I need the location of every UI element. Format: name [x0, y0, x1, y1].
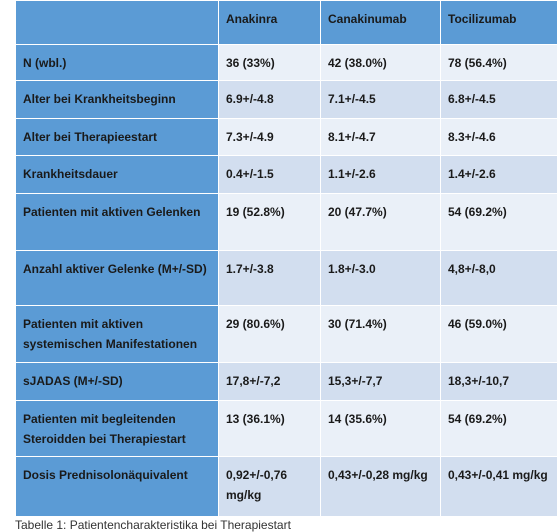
value-cell: 0,43+/-0,41 mg/kg [440, 456, 558, 517]
row-label: Dosis Prednisolonäquivalent [15, 456, 219, 517]
corner-cell [15, 0, 219, 45]
header-row: Anakinra Canakinumab Tocilizumab [15, 0, 558, 45]
value-cell: 1.8+/-3.0 [320, 250, 441, 306]
table-row: Alter bei Therapieestart 7.3+/-4.9 8.1+/-4… [15, 118, 558, 156]
table-row: N (wbl.) 36 (33%) 42 (38.0%) 78 (56.4%) [15, 44, 558, 81]
value-cell: 1.1+/-2.6 [320, 155, 441, 194]
row-label: Patienten mit begleitenden Steroidden be… [15, 400, 219, 457]
value-cell: 6.9+/-4.8 [218, 80, 321, 119]
value-cell: 6.8+/-4.5 [440, 80, 558, 119]
table-row: Patienten mit aktiven Gelenken 19 (52.8%)… [15, 193, 558, 251]
row-label: Alter bei Krankheitsbeginn [15, 80, 219, 119]
table-row: sJADAS (M+/-SD) 17,8+/-7,2 15,3+/-7,7 18,3+… [15, 362, 558, 401]
row-label: N (wbl.) [15, 44, 219, 81]
header-cell: Tocilizumab [440, 0, 558, 45]
value-cell: 14 (35.6%) [320, 400, 441, 457]
value-cell: 46 (59.0%) [440, 305, 558, 363]
table-row: Alter bei Krankheitsbeginn 6.9+/-4.8 7.1+/… [15, 80, 558, 119]
row-label: Krankheitsdauer [15, 155, 219, 194]
value-cell: 0,92+/-0,76 mg/kg [218, 456, 321, 517]
table-row: Anzahl aktiver Gelenke (M+/-SD) 1.7+/-3.8… [15, 250, 558, 306]
caption: Tabelle 1: Patientencharakteristika bei … [15, 518, 291, 532]
value-cell: 1.7+/-3.8 [218, 250, 321, 306]
header-cell: Canakinumab [320, 0, 441, 45]
value-cell: 15,3+/-7,7 [320, 362, 441, 401]
value-cell: 54 (69.2%) [440, 193, 558, 251]
value-cell: 36 (33%) [218, 44, 321, 81]
value-cell: 4,8+/-8,0 [440, 250, 558, 306]
value-cell: 7.3+/-4.9 [218, 118, 321, 156]
value-cell: 54 (69.2%) [440, 400, 558, 457]
value-cell: 8.1+/-4.7 [320, 118, 441, 156]
value-cell: 8.3+/-4.6 [440, 118, 558, 156]
value-cell: 78 (56.4%) [440, 44, 558, 81]
header-cell: Anakinra [218, 0, 321, 45]
data-table: Anakinra Canakinumab Tocilizumab N (wbl.) 3… [15, 0, 558, 517]
table-row: Krankheitsdauer 0.4+/-1.5 1.1+/-2.6 1.4+/-2… [15, 155, 558, 194]
row-label: sJADAS (M+/-SD) [15, 362, 219, 401]
table-row: Dosis Prednisolonäquivalent 0,92+/-0,76 m… [15, 456, 558, 517]
value-cell: 19 (52.8%) [218, 193, 321, 251]
row-label: Anzahl aktiver Gelenke (M+/-SD) [15, 250, 219, 306]
value-cell: 30 (71.4%) [320, 305, 441, 363]
value-cell: 17,8+/-7,2 [218, 362, 321, 401]
row-label: Patienten mit aktiven Gelenken [15, 193, 219, 251]
value-cell: 0.4+/-1.5 [218, 155, 321, 194]
table-row: Patienten mit begleitenden Steroidden be… [15, 400, 558, 457]
value-cell: 29 (80.6%) [218, 305, 321, 363]
value-cell: 1.4+/-2.6 [440, 155, 558, 194]
table-row: Patienten mit aktiven systemischen Manif… [15, 305, 558, 363]
row-label: Alter bei Therapieestart [15, 118, 219, 156]
value-cell: 13 (36.1%) [218, 400, 321, 457]
value-cell: 18,3+/-10,7 [440, 362, 558, 401]
value-cell: 7.1+/-4.5 [320, 80, 441, 119]
row-label: Patienten mit aktiven systemischen Manif… [15, 305, 219, 363]
value-cell: 0,43+/-0,28 mg/kg [320, 456, 441, 517]
value-cell: 20 (47.7%) [320, 193, 441, 251]
value-cell: 42 (38.0%) [320, 44, 441, 81]
